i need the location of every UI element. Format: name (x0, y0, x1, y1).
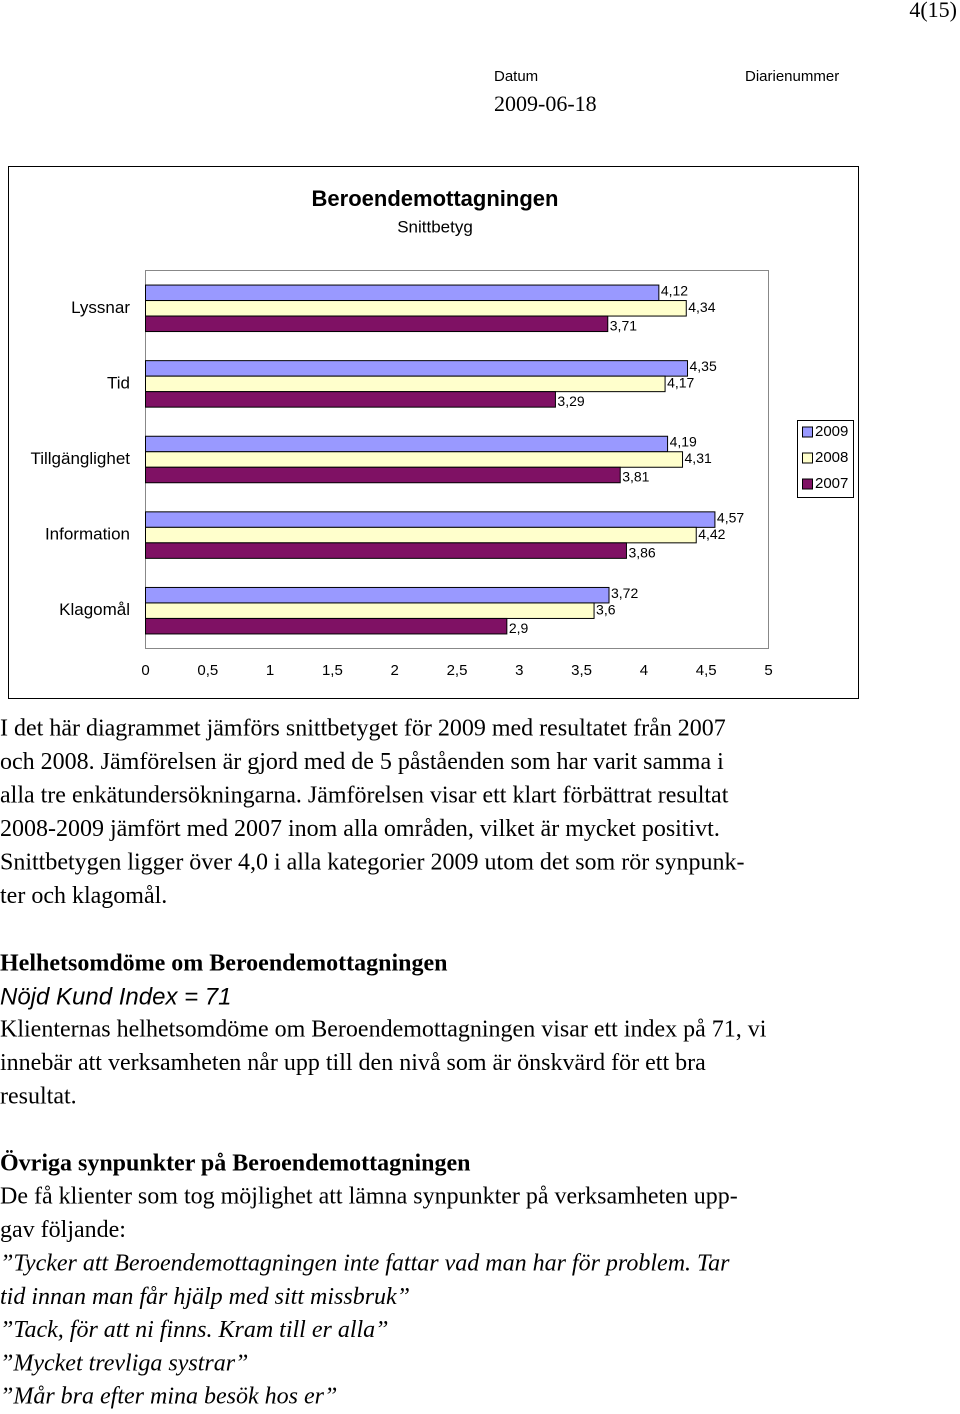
value-label: 4,34 (688, 299, 715, 315)
body-line: I det här diagrammet jämförs snittbetyge… (0, 716, 726, 742)
chart-frame (8, 166, 859, 699)
section-heading: Övriga synpunkter på Beroendemottagninge… (0, 1151, 471, 1177)
body-line: 2008-2009 jämfört med 2007 inom alla omr… (0, 816, 720, 842)
value-label: 3,71 (610, 318, 637, 334)
y-tick-label: Tid (107, 373, 130, 392)
bar (145, 602, 595, 619)
date: 2009-06-18 (494, 91, 597, 116)
quote-line: ”Mycket trevliga systrar” (0, 1350, 248, 1376)
x-tick-label: 1 (266, 662, 274, 679)
legend-box (797, 420, 854, 498)
legend-swatch (802, 426, 813, 438)
y-tick-label: Information (45, 525, 130, 544)
bar (145, 315, 609, 333)
body-line: och 2008. Jämförelsen är gjord med de 5 … (0, 749, 724, 775)
x-tick-label: 2 (391, 662, 399, 679)
body-line: resultat. (0, 1084, 77, 1110)
bar (145, 300, 687, 317)
x-tick-label: 0 (141, 662, 149, 679)
body-line: De få klienter som tog möjlighet att läm… (0, 1184, 738, 1210)
quote-line: ”Tycker att Beroendemottagningen inte fa… (0, 1251, 730, 1277)
body-line: ter och klagomål. (0, 883, 167, 909)
value-label: 4,57 (717, 509, 744, 525)
quote-line: ”Tack, för att ni finns. Kram till er al… (0, 1317, 389, 1343)
legend-label: 2007 (815, 475, 848, 492)
bar (145, 511, 716, 528)
legend-label: 2008 (815, 449, 848, 466)
legend-swatch (802, 452, 813, 464)
body-line: Snittbetygen ligger över 4,0 i alla kate… (0, 850, 745, 876)
value-label: 3,81 (622, 469, 649, 485)
value-label: 4,35 (690, 358, 717, 374)
x-tick-label: 3 (515, 662, 523, 679)
x-tick-label: 2,5 (447, 662, 468, 679)
body-line: Klienternas helhetsomdöme om Beroendemot… (0, 1017, 767, 1043)
x-tick-label: 4,5 (696, 662, 717, 679)
bar (145, 542, 627, 559)
legend-swatch (802, 478, 813, 490)
y-tick-label: Klagomål (59, 600, 130, 619)
y-tick-label: Lyssnar (71, 298, 130, 317)
bar (145, 451, 684, 468)
bar (145, 466, 621, 484)
bar (145, 284, 660, 302)
chart-title: Beroendemottagningen (312, 186, 559, 211)
body-line: alla tre enkätundersökningarna. Jämförel… (0, 783, 729, 809)
bar (145, 526, 697, 544)
value-label: 2,9 (509, 620, 529, 636)
quote-line: tid innan man får hjälp med sitt missbru… (0, 1284, 410, 1310)
bar (145, 617, 508, 635)
bar (145, 391, 556, 408)
bar (145, 360, 689, 377)
value-label: 4,17 (667, 375, 694, 391)
bar (145, 375, 666, 393)
date-label: Datum (494, 68, 538, 85)
body-line: gav följande: (0, 1217, 126, 1243)
x-tick-label: 0,5 (197, 662, 218, 679)
x-tick-label: 1,5 (322, 662, 343, 679)
x-tick-label: 3,5 (571, 662, 592, 679)
index-line: Nöjd Kund Index = 71 (0, 983, 232, 1010)
value-label: 4,42 (698, 526, 725, 542)
x-tick-label: 5 (764, 662, 772, 679)
value-label: 4,12 (661, 283, 688, 299)
value-label: 4,19 (670, 434, 697, 450)
value-label: 3,29 (557, 393, 584, 409)
page-number: 4(15) (909, 0, 957, 22)
ref-label: Diarienummer (745, 68, 839, 85)
body-line: innebär att verksamheten når upp till de… (0, 1050, 706, 1076)
section-heading: Helhetsomdöme om Beroendemottagningen (0, 951, 448, 977)
x-tick-label: 4 (640, 662, 648, 679)
legend-label: 2009 (815, 423, 848, 440)
value-label: 3,72 (611, 585, 638, 601)
value-label: 4,31 (685, 450, 712, 466)
value-label: 3,6 (596, 601, 616, 617)
chart-subtitle: Snittbetyg (397, 217, 473, 236)
value-label: 3,86 (628, 544, 655, 560)
bar (145, 586, 610, 604)
quote-line: ”Mår bra efter mina besök hos er” (0, 1384, 337, 1410)
y-tick-label: Tillgänglighet (30, 449, 130, 468)
bar (145, 435, 669, 453)
